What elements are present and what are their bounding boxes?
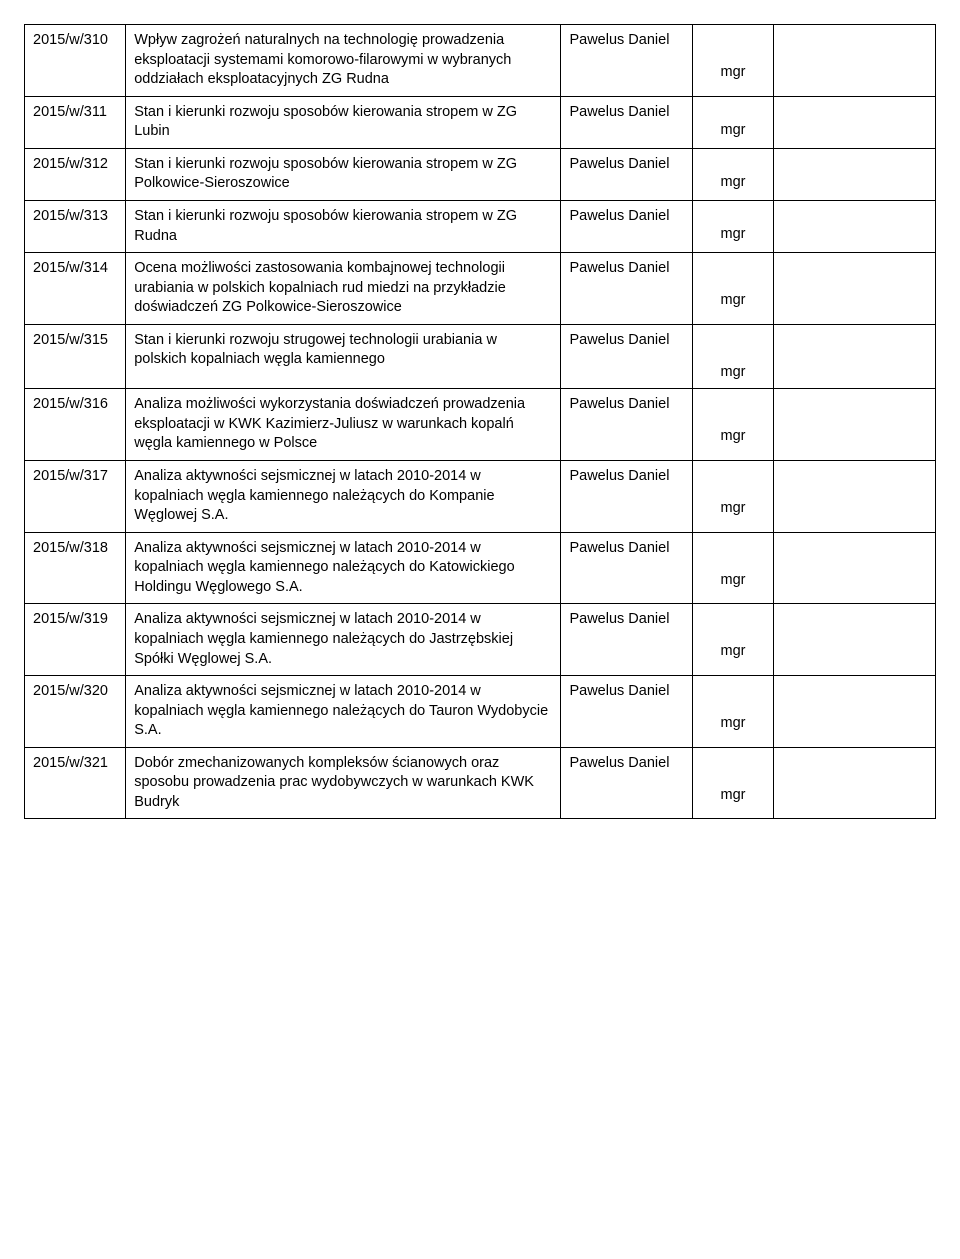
row-author: Pawelus Daniel xyxy=(561,532,693,604)
row-title: Analiza aktywności sejsmicznej w latach … xyxy=(126,676,561,748)
row-degree-cell: mgr xyxy=(693,324,774,389)
row-id: 2015/w/312 xyxy=(25,148,126,200)
row-id: 2015/w/315 xyxy=(25,324,126,389)
row-title: Analiza możliwości wykorzystania doświad… xyxy=(126,389,561,461)
row-degree: mgr xyxy=(701,207,765,245)
row-author: Pawelus Daniel xyxy=(561,604,693,676)
row-spare xyxy=(774,747,936,819)
row-id: 2015/w/319 xyxy=(25,604,126,676)
row-degree: mgr xyxy=(701,682,765,734)
row-degree: mgr xyxy=(701,155,765,193)
row-title: Analiza aktywności sejsmicznej w latach … xyxy=(126,604,561,676)
row-degree-cell: mgr xyxy=(693,747,774,819)
table-row: 2015/w/316Analiza możliwości wykorzystan… xyxy=(25,389,936,461)
row-spare xyxy=(774,604,936,676)
table-row: 2015/w/311Stan i kierunki rozwoju sposob… xyxy=(25,96,936,148)
row-author: Pawelus Daniel xyxy=(561,747,693,819)
row-id: 2015/w/313 xyxy=(25,200,126,252)
row-spare xyxy=(774,676,936,748)
row-id: 2015/w/318 xyxy=(25,532,126,604)
row-degree-cell: mgr xyxy=(693,461,774,533)
row-degree-cell: mgr xyxy=(693,389,774,461)
table-row: 2015/w/310Wpływ zagrożeń naturalnych na … xyxy=(25,25,936,97)
row-id: 2015/w/321 xyxy=(25,747,126,819)
row-author: Pawelus Daniel xyxy=(561,676,693,748)
row-title: Dobór zmechanizowanych kompleksów ściano… xyxy=(126,747,561,819)
row-author: Pawelus Daniel xyxy=(561,25,693,97)
thesis-table: 2015/w/310Wpływ zagrożeń naturalnych na … xyxy=(24,24,936,819)
row-spare xyxy=(774,461,936,533)
row-degree: mgr xyxy=(701,31,765,83)
row-spare xyxy=(774,532,936,604)
row-title: Stan i kierunki rozwoju strugowej techno… xyxy=(126,324,561,389)
table-row: 2015/w/319Analiza aktywności sejsmicznej… xyxy=(25,604,936,676)
table-row: 2015/w/320Analiza aktywności sejsmicznej… xyxy=(25,676,936,748)
row-id: 2015/w/311 xyxy=(25,96,126,148)
table-row: 2015/w/317Analiza aktywności sejsmicznej… xyxy=(25,461,936,533)
row-degree-cell: mgr xyxy=(693,676,774,748)
row-id: 2015/w/310 xyxy=(25,25,126,97)
row-degree-cell: mgr xyxy=(693,25,774,97)
row-spare xyxy=(774,200,936,252)
row-title: Analiza aktywności sejsmicznej w latach … xyxy=(126,461,561,533)
row-id: 2015/w/316 xyxy=(25,389,126,461)
row-degree-cell: mgr xyxy=(693,253,774,325)
row-title: Stan i kierunki rozwoju sposobów kierowa… xyxy=(126,96,561,148)
table-row: 2015/w/318Analiza aktywności sejsmicznej… xyxy=(25,532,936,604)
row-degree: mgr xyxy=(701,539,765,591)
row-id: 2015/w/314 xyxy=(25,253,126,325)
row-author: Pawelus Daniel xyxy=(561,389,693,461)
row-author: Pawelus Daniel xyxy=(561,200,693,252)
row-degree: mgr xyxy=(701,259,765,311)
row-degree: mgr xyxy=(701,331,765,383)
row-degree: mgr xyxy=(701,467,765,519)
row-degree-cell: mgr xyxy=(693,604,774,676)
row-degree: mgr xyxy=(701,395,765,447)
row-id: 2015/w/320 xyxy=(25,676,126,748)
row-author: Pawelus Daniel xyxy=(561,324,693,389)
table-row: 2015/w/313Stan i kierunki rozwoju sposob… xyxy=(25,200,936,252)
row-degree-cell: mgr xyxy=(693,532,774,604)
table-row: 2015/w/314Ocena możliwości zastosowania … xyxy=(25,253,936,325)
row-degree-cell: mgr xyxy=(693,200,774,252)
table-row: 2015/w/315Stan i kierunki rozwoju strugo… xyxy=(25,324,936,389)
row-spare xyxy=(774,324,936,389)
row-degree: mgr xyxy=(701,103,765,141)
row-author: Pawelus Daniel xyxy=(561,148,693,200)
row-spare xyxy=(774,25,936,97)
table-row: 2015/w/321Dobór zmechanizowanych komplek… xyxy=(25,747,936,819)
row-title: Wpływ zagrożeń naturalnych na technologi… xyxy=(126,25,561,97)
row-degree-cell: mgr xyxy=(693,148,774,200)
row-title: Stan i kierunki rozwoju sposobów kierowa… xyxy=(126,200,561,252)
row-author: Pawelus Daniel xyxy=(561,96,693,148)
row-degree-cell: mgr xyxy=(693,96,774,148)
row-spare xyxy=(774,389,936,461)
table-row: 2015/w/312Stan i kierunki rozwoju sposob… xyxy=(25,148,936,200)
row-spare xyxy=(774,253,936,325)
row-author: Pawelus Daniel xyxy=(561,253,693,325)
row-degree: mgr xyxy=(701,610,765,662)
row-spare xyxy=(774,148,936,200)
row-spare xyxy=(774,96,936,148)
row-title: Analiza aktywności sejsmicznej w latach … xyxy=(126,532,561,604)
row-title: Stan i kierunki rozwoju sposobów kierowa… xyxy=(126,148,561,200)
row-degree: mgr xyxy=(701,754,765,806)
row-title: Ocena możliwości zastosowania kombajnowe… xyxy=(126,253,561,325)
row-author: Pawelus Daniel xyxy=(561,461,693,533)
row-id: 2015/w/317 xyxy=(25,461,126,533)
